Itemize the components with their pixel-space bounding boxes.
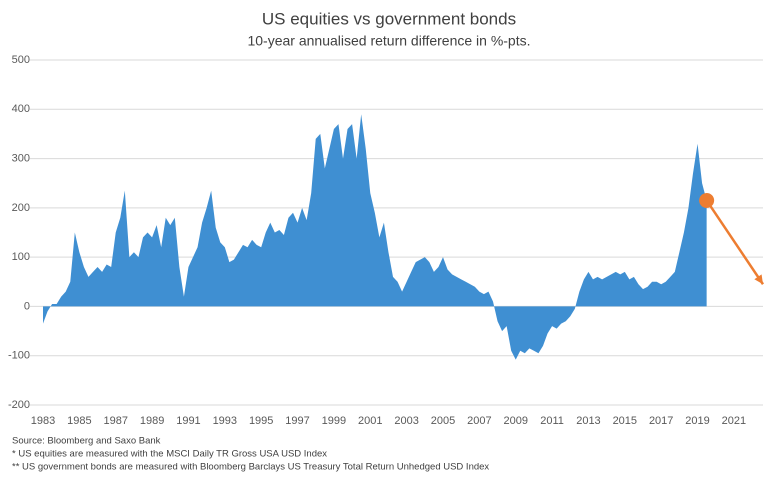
x-tick-label: 2011: [540, 415, 564, 427]
x-tick-label: 1983: [31, 415, 55, 427]
x-tick-label: 2005: [431, 415, 455, 427]
y-tick-label: 500: [12, 54, 30, 66]
footnote: ** US government bonds are measured with…: [12, 462, 489, 473]
x-tick-label: 2003: [394, 415, 418, 427]
y-tick-label: -200: [8, 399, 30, 411]
x-tick-label: 1995: [249, 415, 273, 427]
chart-subtitle: 10-year annualised return difference in …: [247, 33, 530, 49]
footnote: Source: Bloomberg and Saxo Bank: [12, 436, 161, 447]
x-tick-label: 1989: [140, 415, 164, 427]
x-tick-label: 1987: [103, 415, 127, 427]
x-tick-label: 1993: [213, 415, 237, 427]
y-tick-label: 200: [12, 202, 30, 214]
x-tick-label: 2017: [649, 415, 673, 427]
arrow: [699, 192, 765, 285]
x-tick-label: 1991: [176, 415, 200, 427]
x-tick-label: 2021: [722, 415, 746, 427]
y-tick-label: 100: [12, 251, 30, 263]
footnote: * US equities are measured with the MSCI…: [12, 449, 327, 460]
x-tick-label: 2007: [467, 415, 491, 427]
x-tick-label: 2009: [503, 415, 527, 427]
x-tick-label: 2015: [613, 415, 637, 427]
x-tick-label: 2001: [358, 415, 382, 427]
y-tick-label: -100: [8, 350, 30, 362]
x-tick-label: 1985: [67, 415, 91, 427]
arrow-head: [754, 274, 763, 285]
y-tick-label: 300: [12, 152, 30, 164]
y-tick-label: 0: [24, 300, 30, 312]
x-tick-label: 2019: [685, 415, 709, 427]
x-tick-label: 2013: [576, 415, 600, 427]
x-tick-label: 1997: [285, 415, 309, 427]
y-tick-label: 400: [12, 103, 30, 115]
area: [43, 114, 707, 360]
chart-title: US equities vs government bonds: [262, 9, 516, 28]
x-tick-label: 1999: [322, 415, 346, 427]
